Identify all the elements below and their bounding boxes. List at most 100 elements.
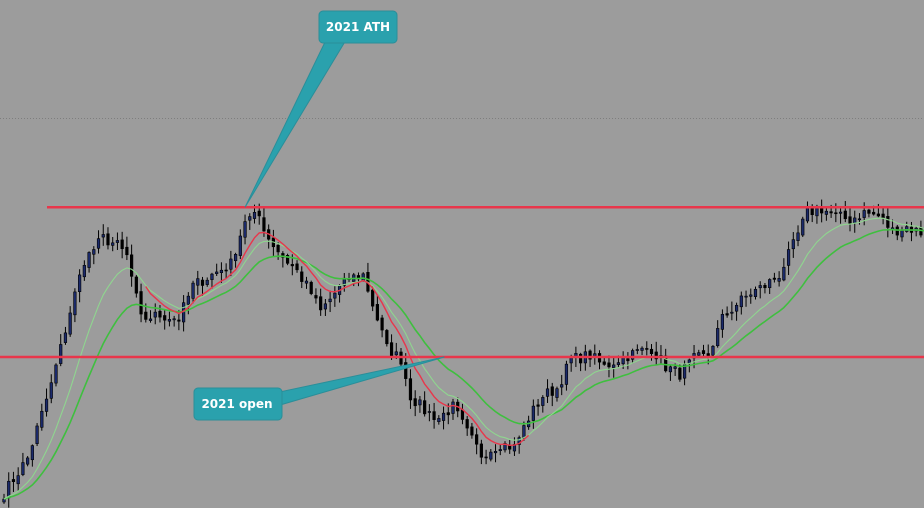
- ma-slow-line: [3, 228, 924, 500]
- candle-body: [730, 311, 734, 314]
- candle-body: [130, 254, 134, 277]
- candle-body: [375, 304, 379, 321]
- candle-body: [153, 311, 157, 318]
- candle-body: [895, 226, 899, 236]
- candle-body: [233, 254, 238, 262]
- candle-body: [786, 249, 791, 266]
- candle-body: [423, 400, 427, 415]
- candle-body: [319, 296, 323, 311]
- candle-body: [668, 366, 673, 373]
- candle-body: [460, 409, 465, 420]
- candle-body: [285, 255, 290, 264]
- candle-body: [177, 319, 181, 322]
- candle-body: [437, 418, 441, 422]
- candle-body: [11, 479, 16, 482]
- candle-body: [631, 350, 635, 360]
- candle-body: [295, 263, 299, 271]
- candle-body: [626, 358, 630, 362]
- candle-body: [281, 253, 285, 258]
- candle-body: [465, 419, 469, 429]
- candle-body: [446, 412, 450, 416]
- candle-body: [753, 288, 758, 297]
- candle-body: [21, 462, 25, 475]
- candle-body: [26, 457, 30, 465]
- candle-body: [697, 352, 701, 356]
- callout-open-text: 2021 open: [201, 397, 272, 411]
- candle-body: [579, 353, 583, 364]
- candle-body: [309, 281, 313, 294]
- candle-body: [82, 265, 86, 278]
- candle-body: [158, 310, 162, 318]
- candle-body: [720, 314, 725, 330]
- callout-open-box: [193, 387, 283, 421]
- candle-body: [475, 434, 479, 445]
- candle-body: [427, 411, 431, 413]
- candle-body: [649, 348, 654, 354]
- candle-body: [777, 278, 781, 282]
- candle-body: [772, 277, 776, 280]
- candle-body: [248, 216, 252, 221]
- candle-body: [508, 445, 512, 450]
- candle-body: [796, 232, 800, 241]
- candle-body: [361, 273, 365, 281]
- candle-body: [744, 295, 748, 298]
- candle-body: [768, 279, 772, 289]
- candle-body: [371, 289, 375, 307]
- candle-body: [252, 212, 257, 219]
- candle-body: [635, 349, 639, 351]
- candle-body: [805, 207, 810, 222]
- candle-body: [257, 210, 261, 217]
- candle-body: [701, 350, 706, 354]
- candle-body: [413, 398, 417, 407]
- candle-body: [380, 317, 384, 331]
- candle-body: [78, 274, 82, 292]
- candle-body: [716, 328, 720, 347]
- candle-body: [550, 386, 554, 396]
- candle-body: [678, 367, 682, 380]
- candle-body: [290, 264, 294, 267]
- candles-group: [2, 199, 923, 508]
- candle-body: [210, 273, 214, 280]
- ma-fast-line: [145, 231, 530, 447]
- candle-body: [404, 362, 408, 379]
- candle-body: [654, 351, 658, 360]
- candle-body: [215, 271, 219, 274]
- callout-ath: 2021 ATH: [244, 10, 398, 208]
- candle-body: [739, 295, 743, 308]
- candle-body: [479, 443, 483, 458]
- candle-body: [2, 498, 6, 503]
- candle-body: [441, 412, 446, 421]
- candle-body: [49, 382, 53, 399]
- candle-body: [238, 235, 242, 256]
- candle-body: [144, 311, 148, 320]
- candle-body: [418, 399, 422, 406]
- candle-body: [853, 217, 857, 224]
- candle-body: [588, 350, 592, 360]
- candle-body: [876, 213, 880, 217]
- candle-body: [862, 210, 866, 218]
- candle-body: [333, 292, 337, 299]
- candle-body: [560, 384, 564, 388]
- levels-group: [0, 206, 924, 359]
- candle-body: [645, 348, 649, 350]
- callout-ath-text: 2021 ATH: [326, 20, 390, 34]
- candle-body: [536, 404, 540, 407]
- candle-body: [616, 362, 621, 365]
- candle-body: [900, 230, 904, 238]
- candle-body: [68, 312, 72, 335]
- candle-body: [300, 271, 304, 282]
- callouts-group: 2021 ATH 2021 open: [193, 10, 445, 421]
- ma-medium-line: [3, 217, 924, 500]
- candle-body: [196, 278, 200, 286]
- candle-body: [111, 242, 115, 246]
- candle-body: [432, 411, 436, 420]
- candle-body: [323, 303, 327, 310]
- candle-body: [63, 332, 68, 343]
- candle-body: [470, 426, 474, 436]
- candle-body: [276, 244, 280, 253]
- candle-body: [125, 246, 129, 256]
- candle-body: [54, 364, 58, 384]
- candle-body: [673, 366, 677, 369]
- candle-body: [834, 212, 838, 215]
